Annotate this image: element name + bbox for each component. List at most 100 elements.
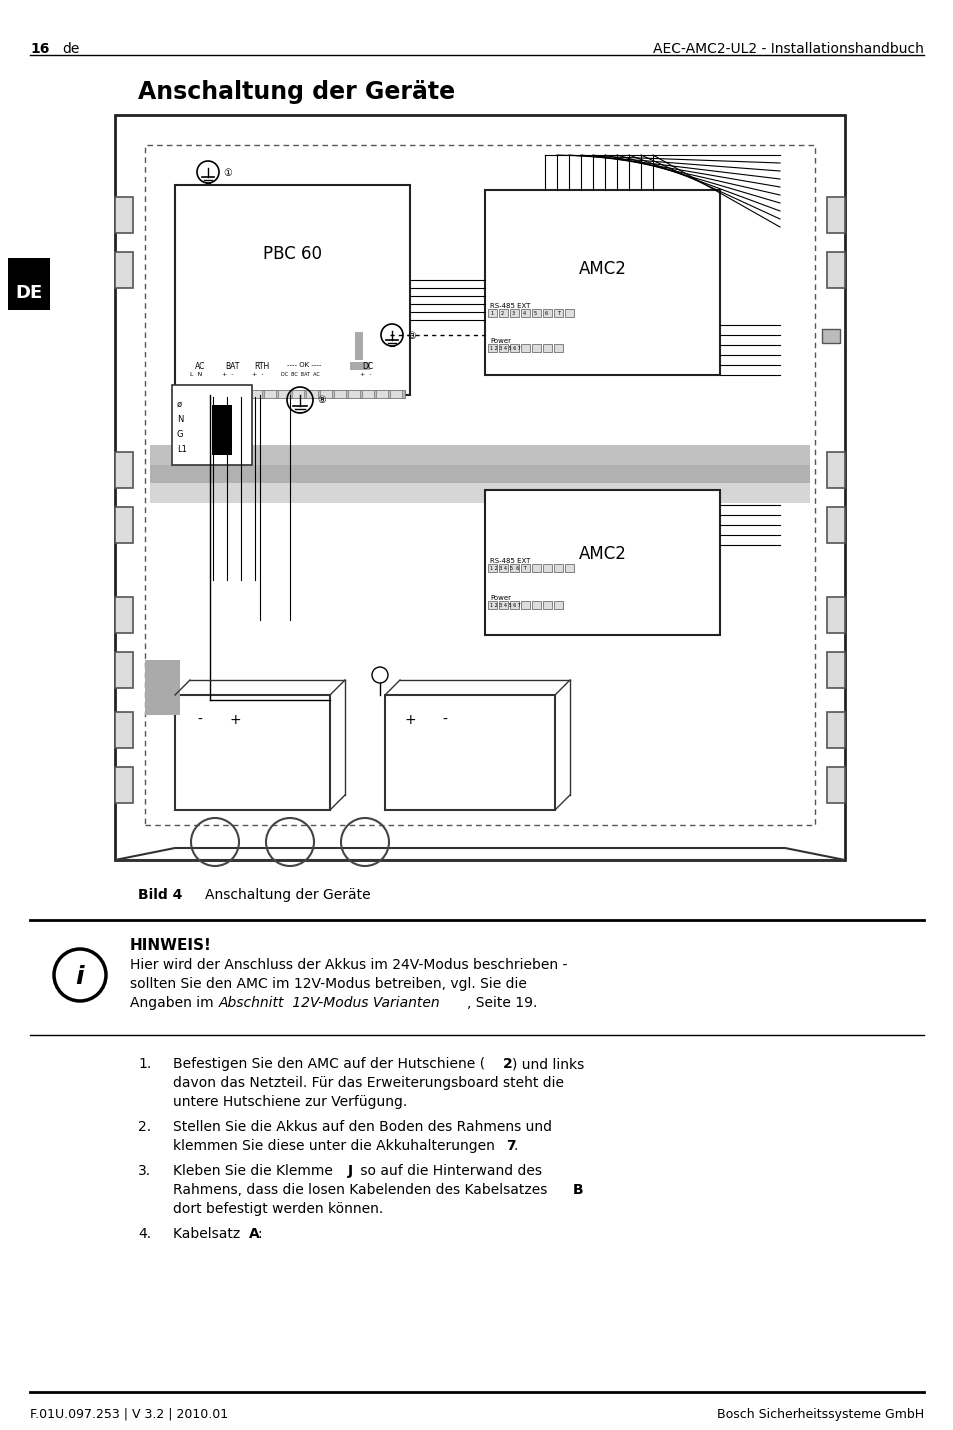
Bar xyxy=(542,601,552,609)
Text: DE: DE xyxy=(15,285,43,302)
Text: Power: Power xyxy=(490,337,511,345)
Text: A: A xyxy=(249,1227,259,1241)
Bar xyxy=(115,652,132,688)
Text: L1: L1 xyxy=(177,445,187,453)
Text: 4: 4 xyxy=(522,310,525,316)
Text: 3: 3 xyxy=(512,310,515,316)
Bar xyxy=(348,390,359,398)
Bar xyxy=(484,190,720,375)
Bar xyxy=(826,452,844,488)
Bar xyxy=(334,390,346,398)
Text: untere Hutschiene zur Verfügung.: untere Hutschiene zur Verfügung. xyxy=(172,1095,407,1110)
Text: +: + xyxy=(404,714,416,726)
Bar xyxy=(145,661,180,715)
Bar xyxy=(542,309,552,317)
Bar xyxy=(390,390,401,398)
Text: 1 2 3 4  5  6   T: 1 2 3 4 5 6 T xyxy=(490,566,526,571)
Bar xyxy=(180,390,405,398)
Text: PBC 60: PBC 60 xyxy=(263,245,322,263)
Text: Befestigen Sie den AMC auf der Hutschiene (: Befestigen Sie den AMC auf der Hutschien… xyxy=(172,1057,485,1071)
Bar xyxy=(826,596,844,633)
Bar xyxy=(510,601,518,609)
Bar xyxy=(826,197,844,233)
Bar xyxy=(235,390,248,398)
Text: 2.: 2. xyxy=(138,1120,151,1134)
Bar xyxy=(375,390,388,398)
Bar xyxy=(222,390,233,398)
Bar xyxy=(250,390,262,398)
Bar xyxy=(826,712,844,748)
Text: Abschnitt  12V-Modus Varianten: Abschnitt 12V-Modus Varianten xyxy=(219,997,440,1010)
Text: DC: DC xyxy=(362,362,374,370)
Bar xyxy=(554,563,562,572)
Text: ) und links: ) und links xyxy=(512,1057,583,1071)
Text: Stellen Sie die Akkus auf den Boden des Rahmens und: Stellen Sie die Akkus auf den Boden des … xyxy=(172,1120,552,1134)
Bar xyxy=(150,465,809,503)
Text: 2: 2 xyxy=(500,310,503,316)
Bar xyxy=(532,601,540,609)
Bar xyxy=(488,601,497,609)
Bar xyxy=(520,563,530,572)
Bar xyxy=(319,390,332,398)
Bar xyxy=(355,332,363,360)
Bar xyxy=(174,695,330,809)
Text: Rahmens, dass die losen Kabelenden des Kabelsatzes: Rahmens, dass die losen Kabelenden des K… xyxy=(172,1183,551,1197)
Text: ⑧: ⑧ xyxy=(316,395,325,405)
Bar xyxy=(532,309,540,317)
Text: +  -: + - xyxy=(222,372,233,378)
Bar xyxy=(115,596,132,633)
Text: Hier wird der Anschluss der Akkus im 24V-Modus beschrieben -: Hier wird der Anschluss der Akkus im 24V… xyxy=(130,958,567,972)
Text: RS-485 EXT: RS-485 EXT xyxy=(490,558,530,563)
Bar xyxy=(180,390,192,398)
Bar xyxy=(361,390,374,398)
Bar xyxy=(510,309,518,317)
Text: -: - xyxy=(442,714,447,726)
Text: Kleben Sie die Klemme: Kleben Sie die Klemme xyxy=(172,1164,337,1178)
Text: B: B xyxy=(573,1183,583,1197)
Bar xyxy=(193,390,206,398)
Text: +  -: + - xyxy=(360,372,372,378)
Text: 1 2 3 4 5 6 7: 1 2 3 4 5 6 7 xyxy=(490,603,520,608)
Text: so auf die Hinterwand des: so auf die Hinterwand des xyxy=(355,1164,541,1178)
Bar xyxy=(208,390,220,398)
Text: Bild 4: Bild 4 xyxy=(138,888,182,902)
Text: 5: 5 xyxy=(534,310,537,316)
Text: F.01U.097.253 | V 3.2 | 2010.01: F.01U.097.253 | V 3.2 | 2010.01 xyxy=(30,1409,228,1421)
Bar xyxy=(826,508,844,543)
Bar xyxy=(542,345,552,352)
Bar xyxy=(306,390,317,398)
Bar xyxy=(510,563,518,572)
Text: AC: AC xyxy=(194,362,205,370)
Text: BAT: BAT xyxy=(225,362,239,370)
Bar xyxy=(145,144,814,825)
Bar xyxy=(498,309,507,317)
Bar xyxy=(115,114,844,859)
Text: 1.: 1. xyxy=(138,1057,152,1071)
Bar xyxy=(150,445,809,483)
Text: HINWEIS!: HINWEIS! xyxy=(130,938,212,952)
Text: +  -: + - xyxy=(252,372,263,378)
Text: klemmen Sie diese unter die Akkuhalterungen: klemmen Sie diese unter die Akkuhalterun… xyxy=(172,1140,498,1153)
Bar xyxy=(350,362,370,370)
Bar xyxy=(8,257,50,310)
Bar xyxy=(564,309,574,317)
Text: G: G xyxy=(177,430,183,439)
Bar xyxy=(498,563,507,572)
Bar xyxy=(212,405,232,455)
Text: J: J xyxy=(348,1164,353,1178)
Text: T: T xyxy=(557,310,559,316)
Text: Kabelsatz: Kabelsatz xyxy=(172,1227,244,1241)
Text: i: i xyxy=(75,965,84,990)
Bar xyxy=(542,563,552,572)
Text: dort befestigt werden können.: dort befestigt werden können. xyxy=(172,1203,383,1216)
Text: -: - xyxy=(197,714,202,726)
Text: Angaben im: Angaben im xyxy=(130,997,218,1010)
Bar xyxy=(532,563,540,572)
Text: 2: 2 xyxy=(502,1057,512,1071)
Text: Anschaltung der Geräte: Anschaltung der Geräte xyxy=(138,80,455,104)
Bar xyxy=(554,601,562,609)
Bar xyxy=(520,601,530,609)
Bar xyxy=(554,345,562,352)
Bar xyxy=(115,197,132,233)
Bar xyxy=(520,345,530,352)
